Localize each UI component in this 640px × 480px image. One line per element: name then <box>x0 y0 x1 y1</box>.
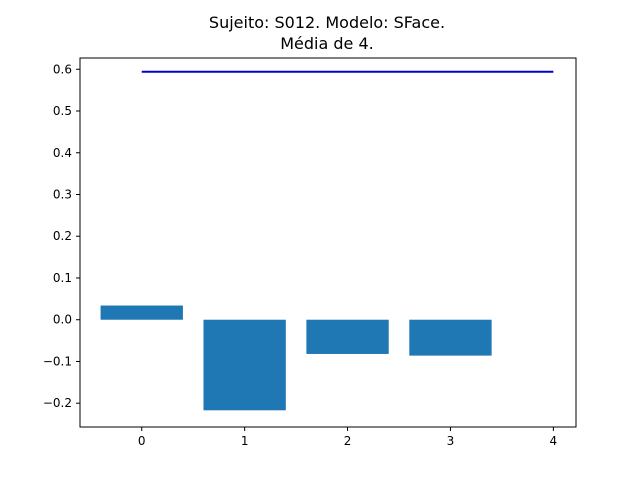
x-tick-label: 4 <box>550 434 558 448</box>
x-axis-ticks: 0 1 2 3 4 <box>138 427 557 448</box>
bar-1 <box>203 319 286 411</box>
bar-0 <box>100 305 183 320</box>
y-tick-label: 0.5 <box>53 104 72 118</box>
x-tick-label: 1 <box>241 434 249 448</box>
y-tick-label: −0.1 <box>43 354 72 368</box>
y-tick-label: 0.0 <box>53 313 72 327</box>
plot-area-frame <box>79 57 577 428</box>
x-tick-label: 0 <box>138 434 146 448</box>
y-tick-label: 0.3 <box>53 187 72 201</box>
bars-layer <box>100 305 492 411</box>
y-tick-label: −0.2 <box>43 396 72 410</box>
y-tick-label: 0.4 <box>53 146 72 160</box>
y-tick-label: 0.2 <box>53 229 72 243</box>
x-tick-label: 2 <box>344 434 352 448</box>
x-tick-label: 3 <box>447 434 455 448</box>
y-axis-ticks: 0.6 0.5 0.4 0.3 0.2 0.1 0.0 −0.1 −0.2 <box>43 62 80 410</box>
chart-title-line-2: Média de 4. <box>280 34 374 53</box>
chart-title-line-1: Sujeito: S012. Modelo: SFace. <box>209 13 445 32</box>
y-tick-label: 0.6 <box>53 62 72 76</box>
y-tick-label: 0.1 <box>53 271 72 285</box>
bar-3 <box>409 319 492 356</box>
bar-2 <box>306 319 389 354</box>
